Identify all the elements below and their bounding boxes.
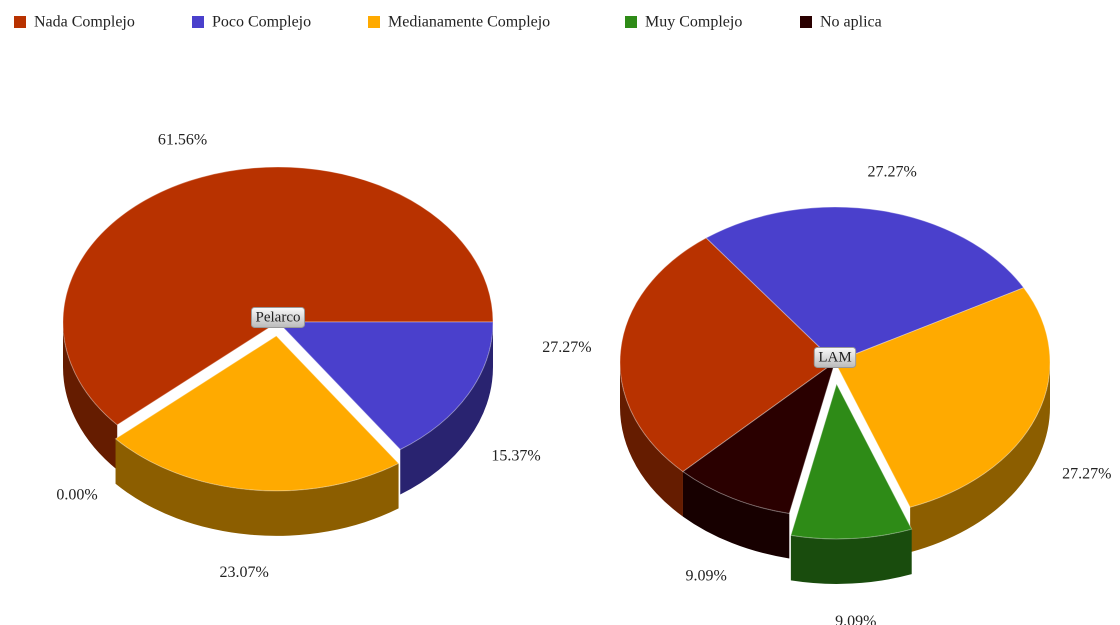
pie-slice	[62, 166, 494, 426]
data-label: 27.27%	[1062, 465, 1111, 482]
legend-swatch	[800, 16, 812, 28]
pie: 27.27% 27.27% 27.27% 9.09% 9.09% LAM	[542, 163, 1111, 625]
pie-slice	[834, 287, 1051, 508]
legend-swatch	[625, 16, 637, 28]
legend-swatch	[368, 16, 380, 28]
data-label: 0.00%	[56, 486, 97, 503]
pie-title: Pelarco	[256, 309, 301, 325]
pie-slice	[619, 237, 836, 473]
pie-side	[790, 529, 912, 584]
pie-side	[910, 362, 1050, 553]
pie-side	[620, 362, 683, 517]
legend-swatch	[14, 16, 26, 28]
pie-side	[115, 438, 399, 536]
data-label: 27.27%	[867, 163, 916, 180]
title-badge	[813, 346, 857, 368]
pie: 61.56% 15.37% 23.07% 0.00% Pelarco	[56, 132, 540, 581]
legend-label: Nada Complejo	[34, 14, 135, 31]
pie-slice	[276, 321, 494, 451]
pie-slice	[682, 360, 836, 515]
pie-side	[682, 471, 790, 559]
title-badge	[251, 306, 305, 328]
pie-side	[400, 322, 493, 495]
data-label: 61.56%	[158, 132, 207, 149]
legend-swatch	[192, 16, 204, 28]
legend-label: No aplica	[820, 14, 882, 31]
data-label: 27.27%	[542, 339, 591, 356]
pie-slice	[114, 335, 400, 492]
data-label: 23.07%	[219, 564, 268, 581]
legend-label: Medianamente Complejo	[388, 14, 550, 31]
data-label: 15.37%	[491, 448, 540, 465]
legend-label: Poco Complejo	[212, 14, 311, 31]
data-label: 9.09%	[686, 568, 727, 585]
data-label: 9.09%	[835, 613, 876, 625]
pie-side	[63, 322, 118, 470]
legend-label: Muy Complejo	[645, 14, 742, 31]
pie-slice	[790, 382, 913, 540]
pie-slice	[705, 206, 1025, 363]
pie-title: LAM	[818, 349, 851, 365]
